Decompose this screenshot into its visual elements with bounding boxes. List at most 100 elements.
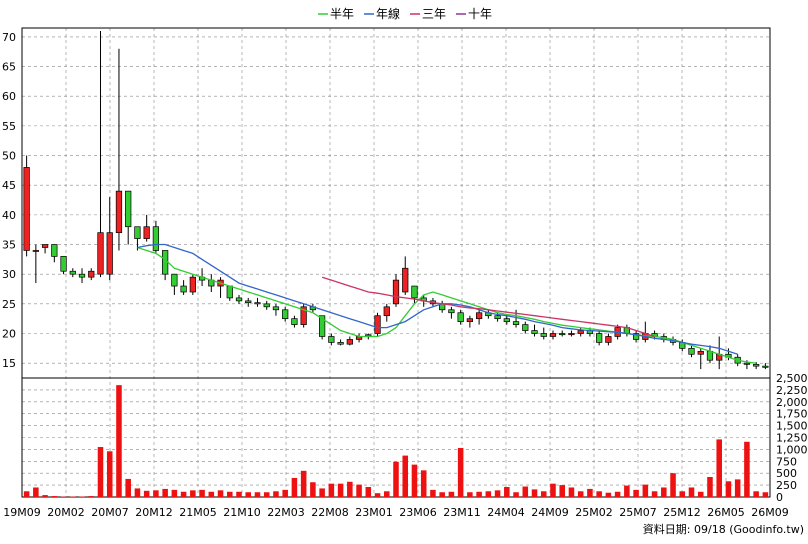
candle-body-22	[227, 286, 233, 298]
x-tick-label-4: 21M05	[179, 506, 217, 519]
volume-bar-22	[227, 492, 233, 497]
volume-bar-23	[236, 492, 242, 497]
volume-bar-16	[172, 490, 178, 497]
volume-bar-41	[402, 456, 408, 497]
candle-body-11	[125, 191, 131, 227]
candle-body-51	[495, 316, 501, 319]
volume-tick-label-4: 1,000	[776, 443, 808, 456]
volume-tick-label-7: 1,750	[776, 408, 808, 421]
volume-bar-75	[716, 439, 722, 497]
volume-bar-42	[412, 465, 418, 497]
volume-bar-46	[449, 492, 455, 497]
volume-bar-56	[541, 491, 547, 497]
candle-body-74	[707, 351, 713, 360]
volume-bar-67	[643, 485, 649, 497]
volume-bar-26	[264, 492, 270, 497]
volume-bar-3	[52, 496, 58, 497]
price-tick-label-9: 60	[2, 90, 16, 103]
candle-body-59	[569, 334, 575, 335]
volume-bar-36	[356, 485, 362, 497]
candle-body-63	[606, 336, 612, 342]
price-tick-label-7: 50	[2, 150, 16, 163]
candle-body-25	[255, 303, 261, 304]
volume-bar-30	[301, 471, 307, 497]
volume-bar-14	[153, 490, 159, 497]
ma-line-2	[322, 277, 654, 336]
candle-body-56	[541, 334, 547, 337]
volume-bar-35	[347, 482, 353, 497]
candle-body-23	[236, 298, 242, 301]
x-tick-label-8: 23M01	[355, 506, 393, 519]
x-tick-label-14: 25M07	[619, 506, 657, 519]
legend-label-1: 年線	[376, 6, 400, 21]
volume-bar-33	[329, 484, 335, 497]
candle-body-49	[476, 313, 482, 319]
volume-bar-50	[486, 491, 492, 497]
volume-bar-27	[273, 491, 279, 497]
volume-tick-label-3: 750	[776, 455, 797, 468]
candle-body-52	[504, 319, 510, 322]
candle-body-6	[79, 274, 85, 277]
candle-body-2	[42, 245, 48, 248]
volume-bar-20	[209, 492, 215, 497]
candle-body-8	[98, 233, 104, 275]
volume-bar-49	[476, 492, 482, 497]
x-tick-label-13: 25M02	[575, 506, 613, 519]
volume-bar-17	[181, 492, 187, 497]
volume-bar-57	[550, 484, 556, 497]
volume-bar-80	[763, 492, 769, 497]
price-tick-label-4: 35	[2, 239, 16, 252]
x-tick-label-3: 20M12	[135, 506, 173, 519]
legend-label-0: 半年	[330, 7, 354, 21]
candle-body-35	[347, 339, 353, 344]
volume-bar-15	[162, 489, 168, 497]
x-tick-label-5: 21M10	[223, 506, 261, 519]
volume-bar-7	[88, 496, 94, 497]
candle-body-60	[578, 331, 584, 334]
candle-body-47	[458, 313, 464, 322]
volume-bar-18	[190, 490, 196, 497]
candle-body-72	[689, 348, 695, 354]
x-tick-label-15: 25M12	[663, 506, 701, 519]
volume-bar-76	[726, 481, 732, 497]
candle-body-14	[153, 227, 159, 251]
candle-body-18	[190, 277, 196, 292]
x-tick-label-10: 23M11	[443, 506, 481, 519]
candle-body-38	[375, 316, 381, 334]
volume-bar-74	[707, 477, 713, 497]
volume-bar-39	[384, 491, 390, 497]
volume-bar-43	[421, 470, 427, 497]
candle-body-33	[329, 336, 335, 342]
volume-bar-66	[633, 490, 639, 497]
candle-body-78	[744, 363, 750, 364]
candle-body-29	[292, 319, 298, 325]
volume-bar-71	[680, 491, 686, 497]
x-tick-label-0: 19M09	[3, 506, 41, 519]
volume-bar-73	[698, 492, 704, 497]
volume-bar-38	[375, 493, 381, 497]
moving-average-lines	[137, 245, 756, 364]
volume-bar-24	[245, 492, 251, 497]
candle-body-17	[181, 286, 187, 292]
volume-bar-69	[661, 487, 667, 497]
legend-label-2: 三年	[422, 7, 446, 21]
volume-bar-1	[33, 487, 39, 497]
x-tick-label-9: 23M06	[399, 506, 437, 519]
chart-legend: 半年年線三年十年	[318, 6, 492, 21]
volume-bar-60	[578, 491, 584, 497]
volume-bar-44	[430, 490, 436, 497]
price-tick-label-3: 30	[2, 268, 16, 281]
x-tick-label-11: 24M04	[487, 506, 525, 519]
candle-body-7	[88, 271, 94, 277]
candle-body-4	[61, 256, 67, 271]
price-tick-label-8: 55	[2, 120, 16, 133]
candle-body-48	[467, 319, 473, 322]
candle-body-58	[559, 334, 565, 335]
volume-bar-59	[569, 487, 575, 497]
x-tick-label-12: 24M09	[531, 506, 569, 519]
volume-bar-12	[135, 488, 141, 497]
volume-bar-9	[107, 451, 113, 497]
candle-body-10	[116, 191, 122, 233]
volume-tick-label-6: 1,500	[776, 420, 808, 433]
candle-body-53	[513, 322, 519, 325]
